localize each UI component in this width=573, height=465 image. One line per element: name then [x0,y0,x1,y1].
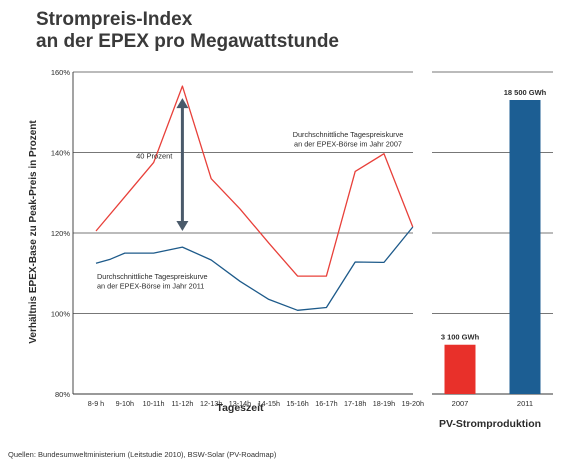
x-tick-label: 15-16h [286,399,308,408]
x-tick-label: 10-11h [143,399,165,408]
series-line-2011 [95,226,414,311]
y-tick-label: 140% [51,149,71,158]
line-series [95,85,414,311]
title-line-2: an der EPEX pro Megawattstunde [36,31,339,52]
annotation-label: 40 Prozent [136,152,173,161]
source-note: Quellen: Bundesumweltministerium (Leitst… [8,450,277,459]
x-axis-label-left: Tageszeit [216,402,264,414]
series-label-2007-line-1: Durchschnittliche Tagespreiskurve [293,130,404,139]
bar-2011 [509,100,541,394]
bar-chart: 3 100 GWh 2007 18 500 GWh 2011 [441,88,547,408]
x-tick-label: 17-18h [344,399,366,408]
arrow-head-down [176,220,189,231]
x-tick-label: 13-14h [229,399,251,408]
x-tick-label: 9-10h [116,399,134,408]
title-line-1: Strompreis-Index [36,9,193,30]
x-tick-labels: 8-9 h 9-10h 10-11h 11-12h 12-13h 13-14h 14-15h… [88,399,424,408]
y-tick-label: 80% [55,390,70,399]
series-label-2011-line-1: Durchschnittliche Tagespreiskurve [97,272,208,281]
bar-value-label: 3 100 GWh [441,333,480,342]
x-tick-label: 12-13h [200,399,222,408]
y-axis-label: Verhältnis EPEX-Base zu Peak-Preis in Pr… [28,120,39,344]
bar-value-label: 18 500 GWh [504,88,547,97]
bar-category-label: 2011 [517,399,533,408]
series-label-2007: Durchschnittliche Tagespreiskurve an der … [293,130,404,149]
x-tick-label: 14-15h [258,399,280,408]
bar-2007 [444,344,476,394]
x-tick-label: 18-19h [373,399,395,408]
x-tick-label: 8-9 h [88,399,104,408]
x-axis-label-right: PV-Stromproduktion [439,418,541,430]
y-tick-label: 120% [51,229,71,238]
series-label-2007-line-2: an der EPEX-Börse im Jahr 2007 [294,140,402,149]
series-line-2007 [95,85,414,277]
chart-title: Strompreis-Index an der EPEX pro Megawat… [36,9,339,53]
arrow-head-up [176,98,189,109]
y-tick-label: 160% [51,68,71,77]
y-tick-labels: 80% 100% 120% 140% 160% [51,68,71,399]
x-tick-label: 16-17h [315,399,337,408]
bar-category-label: 2007 [452,399,469,408]
series-labels: Durchschnittliche Tagespreiskurve an der … [97,130,403,291]
y-tick-label: 100% [51,310,71,319]
series-label-2011-line-2: an der EPEX-Börse im Jahr 2011 [97,282,204,291]
grid-lines [72,71,553,395]
annotation: 40 Prozent [136,98,189,231]
x-tick-label: 19-20h [402,399,424,408]
series-label-2011: Durchschnittliche Tagespreiskurve an der … [97,272,208,291]
x-tick-label: 11-12h [171,399,193,408]
